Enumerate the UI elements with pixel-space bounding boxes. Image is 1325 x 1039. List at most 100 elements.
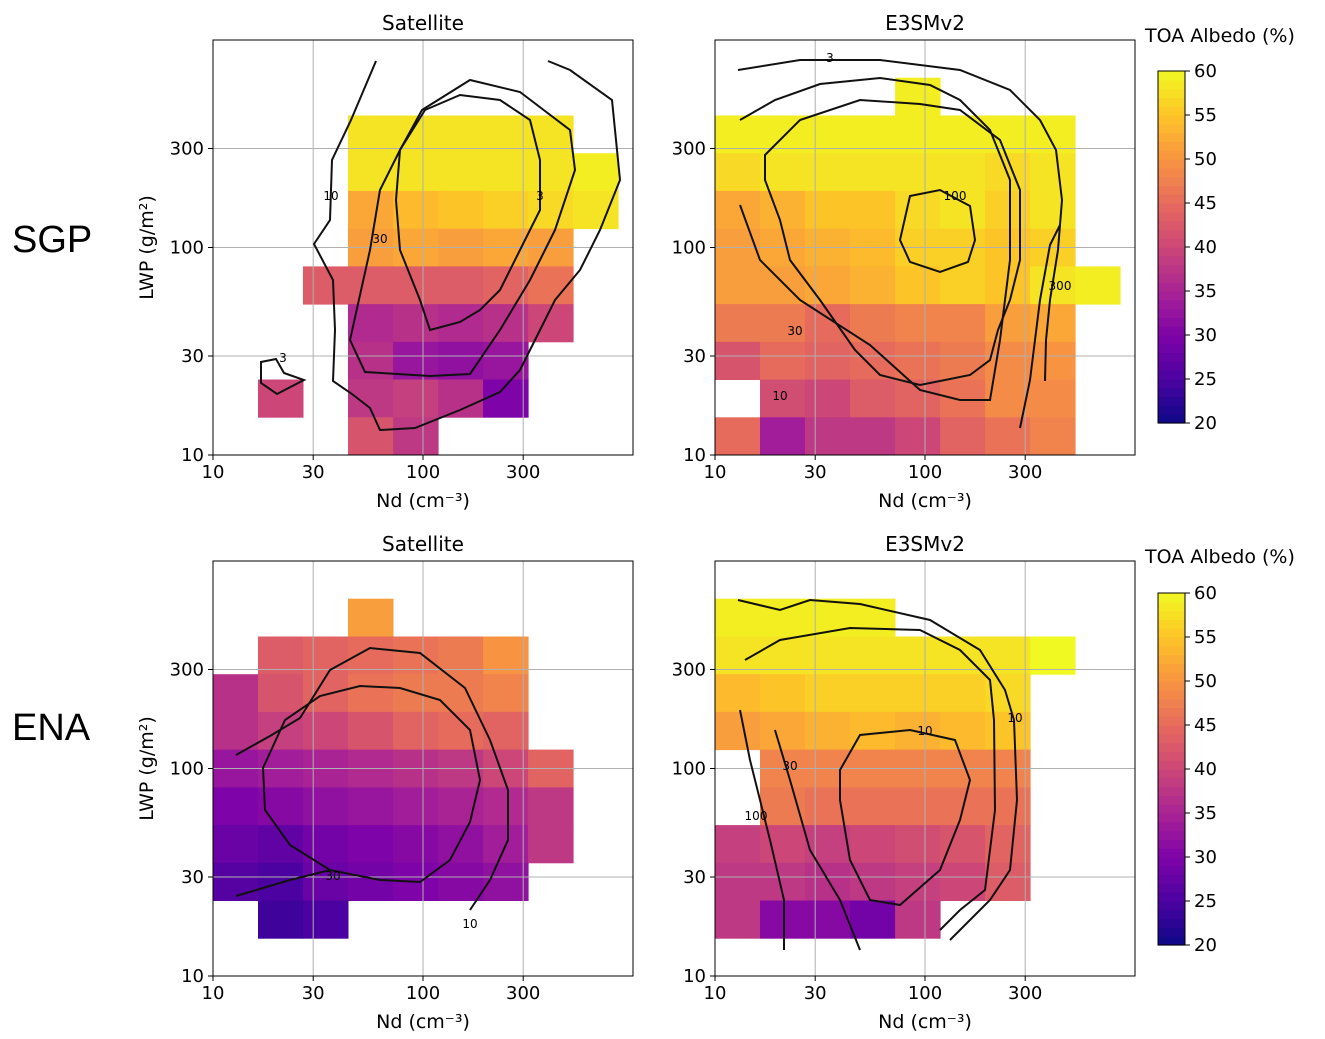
panel-title: E3SMv2 bbox=[885, 532, 965, 556]
colorbar-swatch bbox=[1158, 716, 1185, 726]
heatmap-cell bbox=[760, 379, 806, 418]
heatmap-cell bbox=[985, 787, 1031, 826]
chart-panel: 3 10 30 100 300 E3SMv2 10 30 100 300 10 30 100 300 Nd … bbox=[672, 11, 1136, 512]
heatmap-cell bbox=[940, 417, 986, 456]
heatmap-cell bbox=[715, 674, 761, 713]
heatmap-cell bbox=[805, 711, 851, 751]
colorbar-tick-label: 45 bbox=[1194, 193, 1217, 214]
heatmap-cell bbox=[393, 636, 439, 675]
heatmap-cell bbox=[940, 153, 986, 192]
heatmap-cell bbox=[760, 417, 806, 456]
colorbar-tick-label: 60 bbox=[1194, 583, 1217, 604]
colorbar-tick-label: 25 bbox=[1194, 891, 1217, 912]
heatmap-cell bbox=[348, 711, 394, 751]
heatmap-cell bbox=[850, 379, 896, 418]
colorbar-tick-label: 35 bbox=[1194, 281, 1217, 302]
heatmap-cell bbox=[348, 674, 394, 713]
colorbar-swatch bbox=[1158, 97, 1185, 107]
colorbar-tick-label: 50 bbox=[1194, 671, 1217, 692]
heatmap-cell bbox=[483, 862, 529, 901]
heatmap-cell bbox=[895, 417, 941, 456]
colorbar-swatch bbox=[1158, 698, 1185, 708]
colorbar-swatch bbox=[1158, 601, 1185, 612]
colorbar-swatch bbox=[1158, 936, 1185, 946]
colorbar-swatch bbox=[1158, 299, 1185, 310]
heatmap-cell bbox=[715, 341, 761, 380]
contour-label: 3 bbox=[536, 189, 544, 203]
heatmap-cell bbox=[1030, 417, 1076, 456]
y-axis-label: LWP (g/m²) bbox=[136, 195, 158, 300]
colorbar-label: TOA Albedo (%) bbox=[1144, 546, 1295, 568]
x-tick-label: 30 bbox=[804, 462, 827, 483]
y-tick-label: 300 bbox=[672, 659, 706, 680]
heatmap-cell bbox=[895, 153, 941, 192]
colorbar-swatch bbox=[1158, 71, 1185, 81]
heatmap-cell bbox=[483, 636, 529, 675]
y-tick-label: 10 bbox=[683, 445, 706, 466]
colorbar-swatch bbox=[1158, 220, 1185, 230]
colorbar-swatch bbox=[1158, 88, 1185, 98]
heatmap-cell bbox=[850, 825, 896, 864]
heatmap-cell bbox=[895, 266, 941, 305]
colorbar-swatch bbox=[1158, 79, 1185, 90]
chart-panel: 10 30 Satellite 10 30 100 300 10 30 100 300 Nd (cm⁻… bbox=[136, 532, 634, 1033]
heatmap-cell bbox=[483, 787, 529, 826]
heatmap-cell bbox=[438, 636, 484, 675]
heatmap-cell bbox=[438, 266, 484, 305]
heatmap-cell bbox=[985, 711, 1031, 751]
contour-label: 300 bbox=[1049, 279, 1072, 293]
colorbar-swatch bbox=[1158, 370, 1185, 380]
colorbar-ticks: 20 25 30 35 40 45 50 55 60 bbox=[1157, 61, 1217, 434]
heatmap-cell bbox=[483, 674, 529, 713]
heatmap-cell bbox=[348, 862, 394, 901]
colorbar-swatch bbox=[1158, 901, 1185, 911]
heatmap-cell bbox=[393, 304, 439, 343]
colorbar-swatch bbox=[1158, 927, 1185, 937]
y-tick-label: 10 bbox=[683, 966, 706, 987]
contour-label: 30 bbox=[787, 324, 802, 338]
heatmap-cell bbox=[258, 674, 304, 713]
x-tick-label: 10 bbox=[202, 983, 225, 1004]
heatmap-cell bbox=[805, 379, 851, 418]
heatmap-cell bbox=[1030, 379, 1076, 418]
heatmap-cell bbox=[483, 190, 529, 230]
heatmap-cell bbox=[528, 825, 574, 864]
y-tick-label: 100 bbox=[170, 238, 204, 259]
panel-title: Satellite bbox=[382, 532, 464, 556]
y-tick-label: 10 bbox=[181, 966, 204, 987]
colorbar-swatch bbox=[1158, 681, 1185, 691]
heatmap-cell bbox=[483, 304, 529, 343]
colorbar-swatch bbox=[1158, 777, 1185, 788]
colorbar-tick-label: 60 bbox=[1194, 61, 1217, 82]
colorbar-swatch bbox=[1158, 317, 1185, 327]
heatmap-cell bbox=[715, 266, 761, 305]
heatmap-cell bbox=[850, 190, 896, 230]
heatmap-cell bbox=[850, 787, 896, 826]
heatmap-cell bbox=[940, 825, 986, 864]
heatmap-cell bbox=[348, 787, 394, 826]
colorbar-swatch bbox=[1158, 343, 1185, 354]
y-tick-label: 300 bbox=[170, 659, 204, 680]
colorbar-ticks: 20 25 30 35 40 45 50 55 60 bbox=[1157, 583, 1217, 956]
heatmap-cell bbox=[393, 711, 439, 751]
heatmap-cell bbox=[1030, 636, 1076, 675]
colorbar-top: TOA Albedo (%) 20 25 30 35 40 45 50 55 60 bbox=[1144, 25, 1295, 434]
contour-label: 3 bbox=[826, 51, 834, 65]
heatmap-cell bbox=[760, 636, 806, 675]
heatmap-cell bbox=[258, 900, 304, 939]
contour-label: 100 bbox=[745, 809, 768, 823]
colorbar-tick-label: 30 bbox=[1194, 847, 1217, 868]
colorbar-swatch bbox=[1158, 769, 1185, 779]
colorbar-swatch bbox=[1158, 795, 1185, 805]
x-tick-label: 300 bbox=[1008, 462, 1042, 483]
heatmap-cell bbox=[715, 190, 761, 230]
colorbar-swatch bbox=[1158, 326, 1185, 336]
heatmap-cell bbox=[303, 862, 349, 901]
heatmap-cell bbox=[438, 190, 484, 230]
x-tick-label: 10 bbox=[704, 462, 727, 483]
heatmap-cell bbox=[483, 341, 529, 380]
heatmap-cell bbox=[805, 417, 851, 456]
colorbar-tick-label: 40 bbox=[1194, 237, 1217, 258]
chart-panel: 3 10 30 3 Satellite 10 30 100 300 10 30 100 300 Nd (c… bbox=[136, 11, 634, 512]
